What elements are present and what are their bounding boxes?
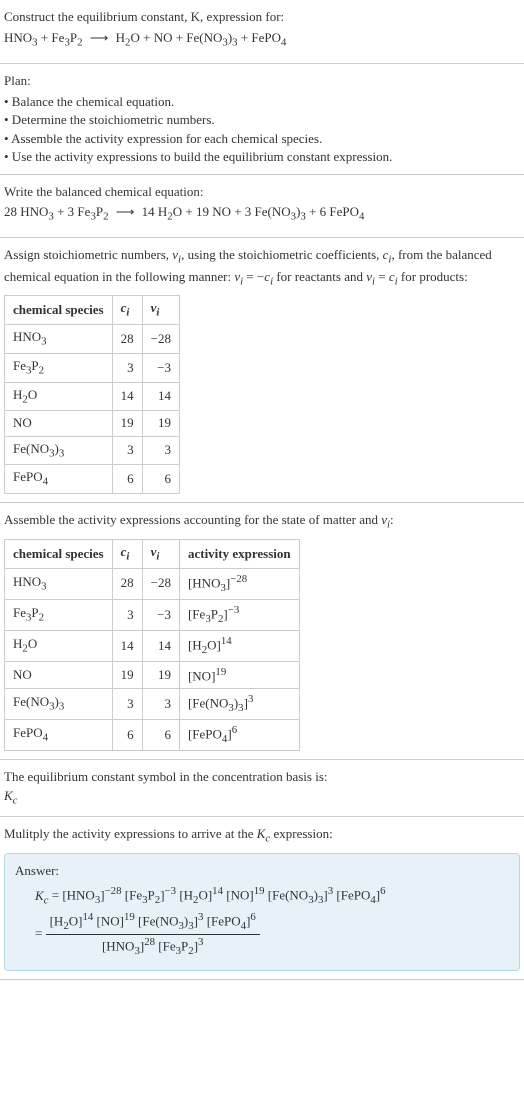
table-row: Fe3P23−3	[5, 353, 180, 382]
col-ci: ci	[112, 539, 142, 568]
cell-v: 6	[142, 465, 179, 494]
cell-c: 6	[112, 720, 142, 751]
cell-species: HNO3	[5, 568, 113, 599]
stoich-heading: Assign stoichiometric numbers, νi, using…	[4, 246, 520, 290]
table-row: HNO328−28[HNO3]−28	[5, 568, 300, 599]
cell-c: 3	[112, 353, 142, 382]
cell-v: −28	[142, 568, 179, 599]
cell-c: 3	[112, 689, 142, 720]
cell-v: −3	[142, 599, 179, 630]
stoich-section: Assign stoichiometric numbers, νi, using…	[0, 238, 524, 503]
kc-expression-fraction: = [H2O]14 [NO]19 [Fe(NO3)3]3 [FePO4]6 [H…	[35, 910, 509, 959]
title-section: Construct the equilibrium constant, K, e…	[0, 0, 524, 64]
cell-species: Fe(NO3)3	[5, 689, 113, 720]
cell-c: 19	[112, 661, 142, 689]
col-species: chemical species	[5, 539, 113, 568]
plan-item: • Assemble the activity expression for e…	[4, 130, 520, 148]
plan-section: Plan: • Balance the chemical equation. •…	[0, 64, 524, 175]
cell-activity: [HNO3]−28	[179, 568, 299, 599]
answer-section: Mulitply the activity expressions to arr…	[0, 817, 524, 979]
table-row: Fe(NO3)333[Fe(NO3)3]3	[5, 689, 300, 720]
cell-v: 3	[142, 436, 179, 465]
kc-symbol: Kc	[4, 787, 520, 809]
cell-v: 19	[142, 661, 179, 689]
cell-species: H2O	[5, 630, 113, 661]
answer-label: Answer:	[15, 862, 509, 880]
fraction-numerator: [H2O]14 [NO]19 [Fe(NO3)3]3 [FePO4]6	[46, 910, 260, 935]
fraction-denominator: [HNO3]28 [Fe3P2]3	[46, 935, 260, 959]
plan-heading: Plan:	[4, 72, 520, 90]
cell-v: 6	[142, 720, 179, 751]
activity-heading: Assemble the activity expressions accoun…	[4, 511, 520, 533]
balanced-section: Write the balanced chemical equation: 28…	[0, 175, 524, 238]
cell-species: H2O	[5, 382, 113, 411]
col-species: chemical species	[5, 296, 113, 325]
cell-v: 14	[142, 382, 179, 411]
cell-v: 3	[142, 689, 179, 720]
table-row: H2O1414	[5, 382, 180, 411]
cell-c: 28	[112, 325, 142, 354]
col-vi: νi	[142, 539, 179, 568]
plan-item: • Determine the stoichiometric numbers.	[4, 111, 520, 129]
cell-species: FePO4	[5, 465, 113, 494]
cell-activity: [NO]19	[179, 661, 299, 689]
cell-c: 6	[112, 465, 142, 494]
balanced-equation: 28 HNO3 + 3 Fe3P2 ⟶ 14 H2O + 19 NO + 3 F…	[4, 203, 520, 225]
cell-c: 14	[112, 382, 142, 411]
activity-section: Assemble the activity expressions accoun…	[0, 503, 524, 760]
cell-species: HNO3	[5, 325, 113, 354]
stoich-table: chemical species ci νi HNO328−28 Fe3P23−…	[4, 295, 180, 494]
table-row: H2O1414[H2O]14	[5, 630, 300, 661]
activity-table: chemical species ci νi activity expressi…	[4, 539, 300, 752]
cell-c: 28	[112, 568, 142, 599]
plan-item: • Use the activity expressions to build …	[4, 148, 520, 166]
cell-species: Fe3P2	[5, 599, 113, 630]
cell-v: 19	[142, 411, 179, 436]
balanced-heading: Write the balanced chemical equation:	[4, 183, 520, 201]
cell-species: Fe3P2	[5, 353, 113, 382]
table-header-row: chemical species ci νi activity expressi…	[5, 539, 300, 568]
plan-list: • Balance the chemical equation. • Deter…	[4, 93, 520, 166]
table-row: NO1919[NO]19	[5, 661, 300, 689]
cell-c: 3	[112, 599, 142, 630]
cell-species: NO	[5, 661, 113, 689]
col-ci: ci	[112, 296, 142, 325]
col-activity: activity expression	[179, 539, 299, 568]
cell-activity: [Fe3P2]−3	[179, 599, 299, 630]
table-row: Fe(NO3)333	[5, 436, 180, 465]
cell-activity: [H2O]14	[179, 630, 299, 661]
cell-c: 14	[112, 630, 142, 661]
table-header-row: chemical species ci νi	[5, 296, 180, 325]
kc-symbol-section: The equilibrium constant symbol in the c…	[0, 760, 524, 817]
table-row: Fe3P23−3[Fe3P2]−3	[5, 599, 300, 630]
kc-symbol-heading: The equilibrium constant symbol in the c…	[4, 768, 520, 786]
cell-v: −28	[142, 325, 179, 354]
cell-activity: [FePO4]6	[179, 720, 299, 751]
answer-box: Answer: Kc = [HNO3]−28 [Fe3P2]−3 [H2O]14…	[4, 853, 520, 970]
cell-species: NO	[5, 411, 113, 436]
cell-v: 14	[142, 630, 179, 661]
multiply-heading: Mulitply the activity expressions to arr…	[4, 825, 520, 847]
col-vi: νi	[142, 296, 179, 325]
cell-v: −3	[142, 353, 179, 382]
eq-prefix: =	[35, 926, 46, 941]
title-line: Construct the equilibrium constant, K, e…	[4, 8, 520, 26]
table-row: HNO328−28	[5, 325, 180, 354]
cell-c: 3	[112, 436, 142, 465]
cell-c: 19	[112, 411, 142, 436]
cell-activity: [Fe(NO3)3]3	[179, 689, 299, 720]
kc-expression-flat: Kc = [HNO3]−28 [Fe3P2]−3 [H2O]14 [NO]19 …	[35, 884, 509, 908]
table-row: FePO466	[5, 465, 180, 494]
unbalanced-equation: HNO3 + Fe3P2 ⟶ H2O + NO + Fe(NO3)3 + FeP…	[4, 29, 520, 51]
table-row: NO1919	[5, 411, 180, 436]
fraction: [H2O]14 [NO]19 [Fe(NO3)3]3 [FePO4]6 [HNO…	[46, 910, 260, 959]
plan-item: • Balance the chemical equation.	[4, 93, 520, 111]
table-row: FePO466[FePO4]6	[5, 720, 300, 751]
cell-species: FePO4	[5, 720, 113, 751]
cell-species: Fe(NO3)3	[5, 436, 113, 465]
